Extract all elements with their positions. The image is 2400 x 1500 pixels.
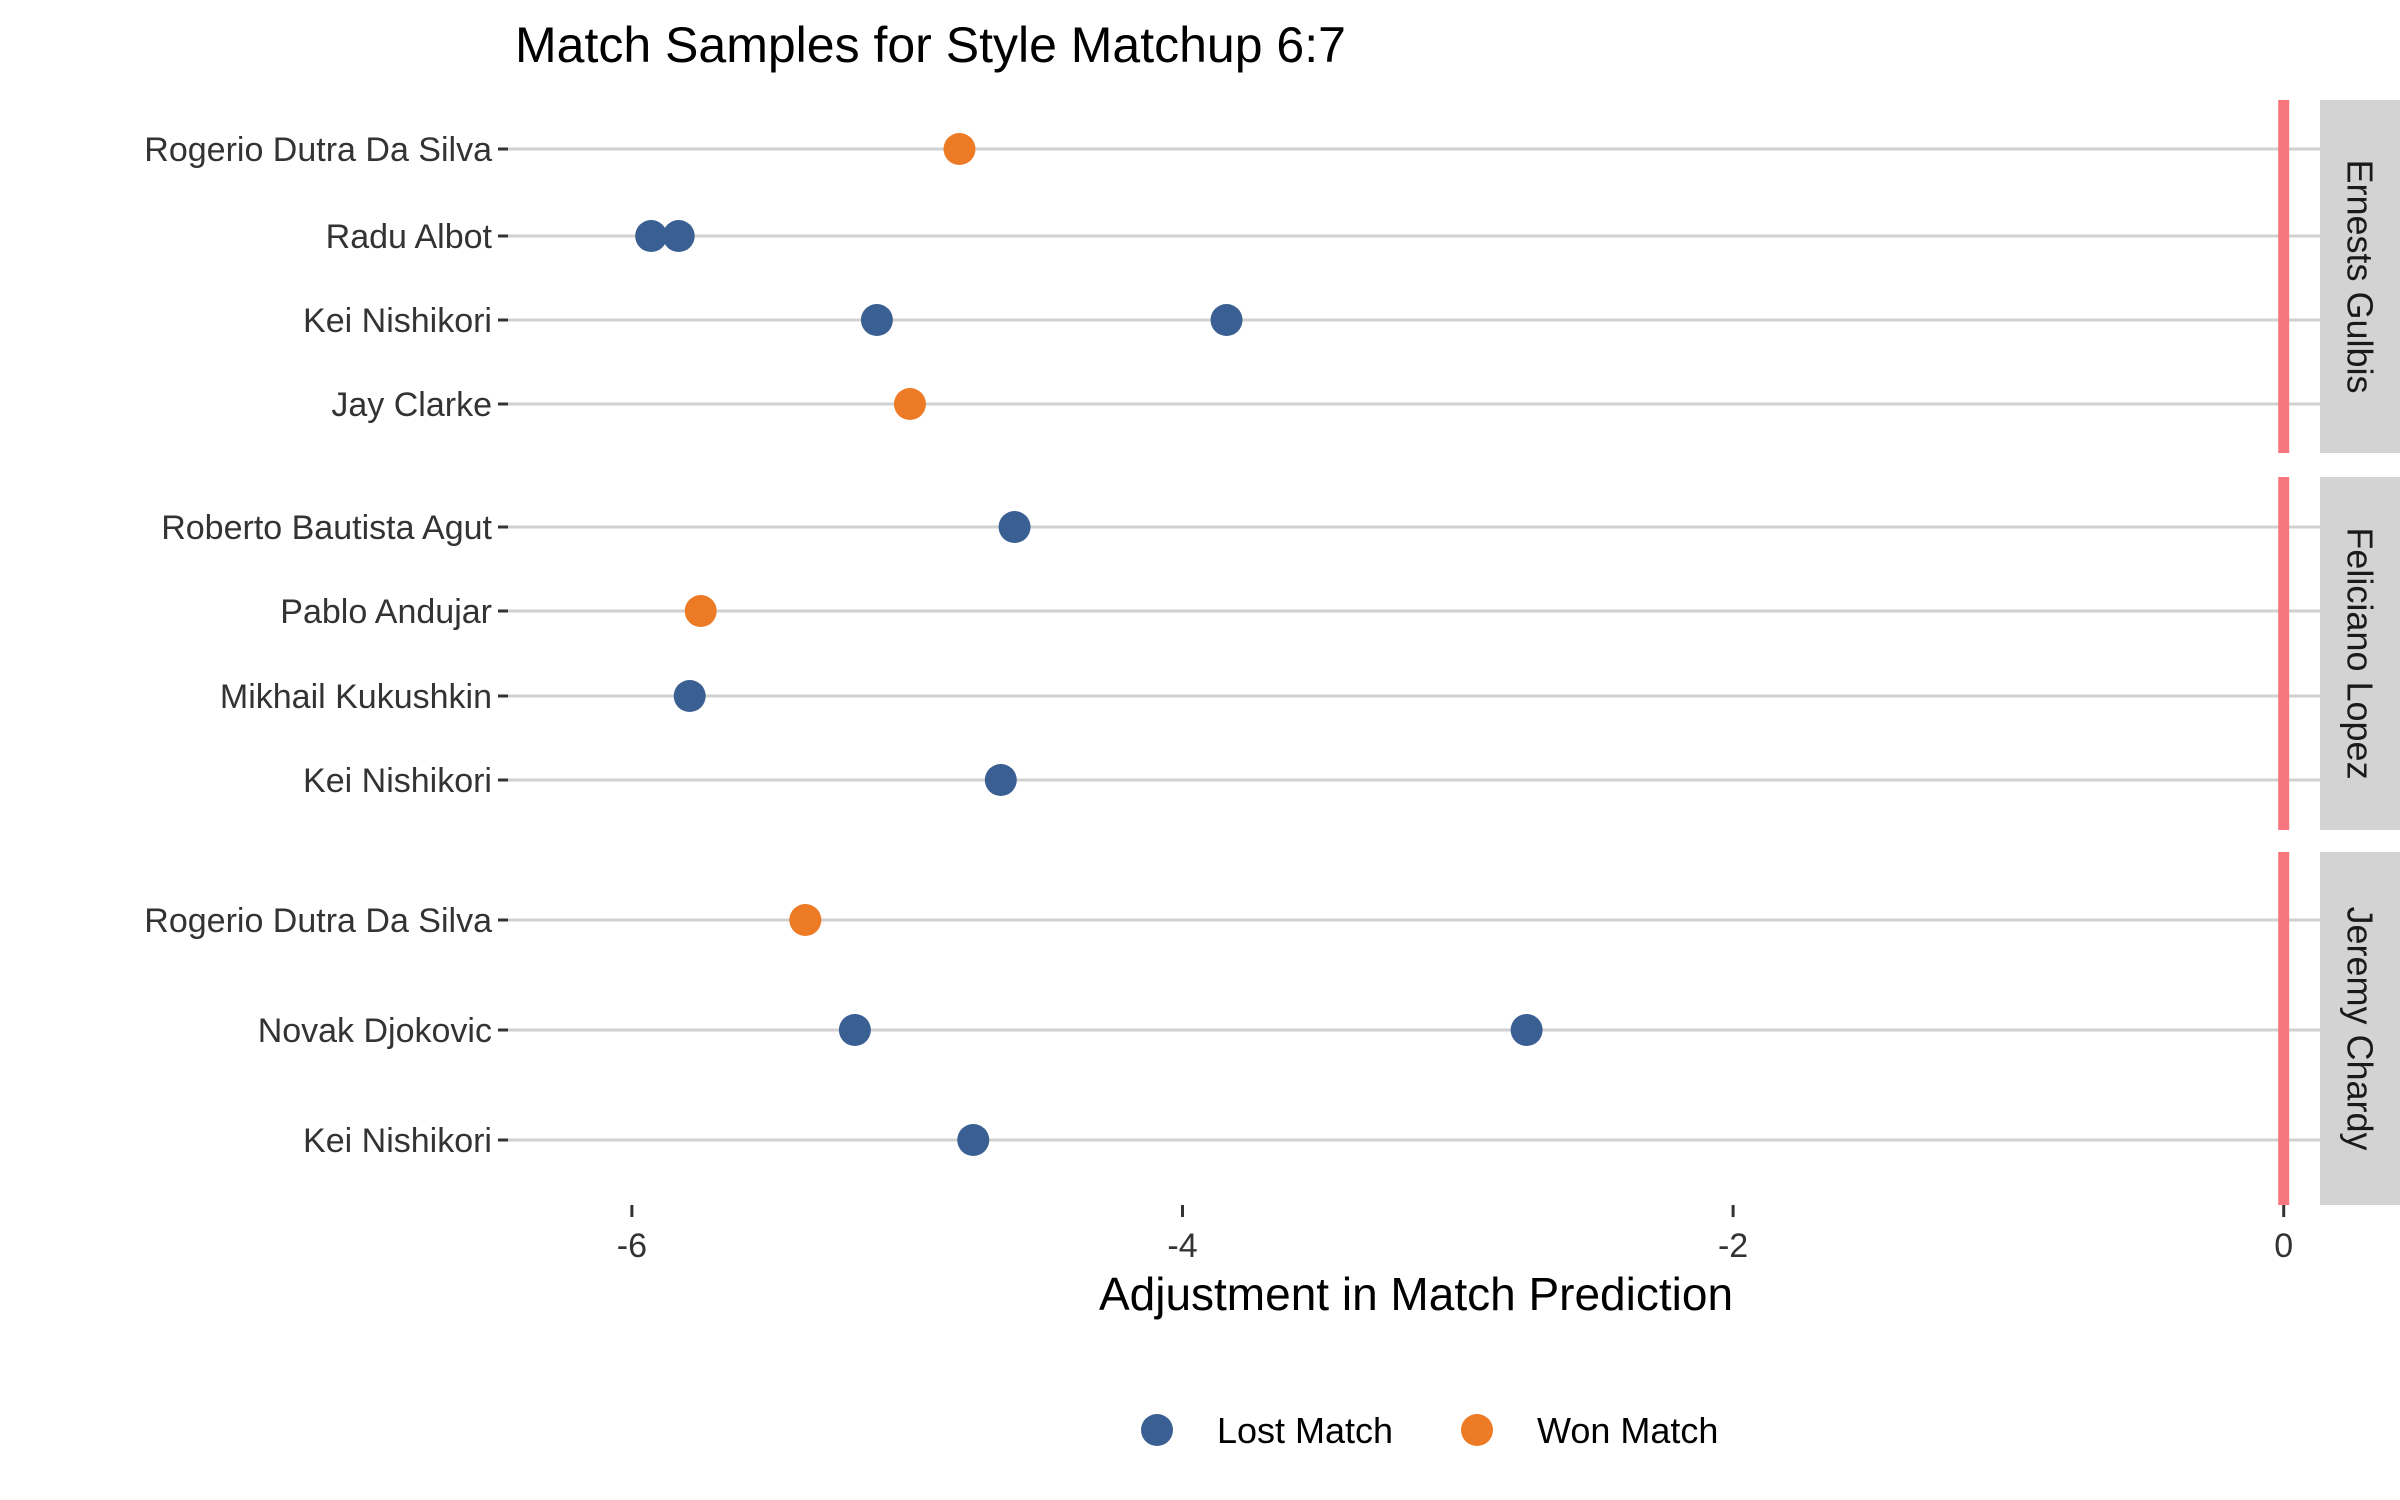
legend-label: Lost Match <box>1217 1410 1393 1451</box>
legend: Lost Match Won Match <box>1141 1410 1718 1451</box>
facet-panels: Rogerio Dutra Da Silva Radu Albot Kei Nish… <box>144 100 2400 1205</box>
y-tick-label: Jay Clarke <box>331 386 492 424</box>
facet-panel: Rogerio Dutra Da Silva Radu Albot Kei Nish… <box>144 100 2400 453</box>
facet-strip <box>2320 100 2400 453</box>
data-point <box>1510 1014 1543 1046</box>
data-point <box>684 595 717 627</box>
y-tick-label: Kei Nishikori <box>303 302 492 340</box>
data-point <box>1210 304 1243 336</box>
y-tick-label: Pablo Andujar <box>280 593 492 631</box>
facet-strip-label: Jeremy Chardy <box>2340 906 2381 1150</box>
data-point <box>943 133 976 165</box>
data-point <box>984 764 1017 796</box>
facet-strip <box>2320 852 2400 1205</box>
data-point <box>998 511 1031 543</box>
data-point <box>662 220 695 252</box>
legend-key <box>1141 1414 1173 1446</box>
x-axis: -6 -4 -2 0 <box>617 1205 2293 1265</box>
y-tick-label: Kei Nishikori <box>303 1122 492 1160</box>
data-point <box>635 220 668 252</box>
y-tick-label: Rogerio Dutra Da Silva <box>144 902 492 940</box>
facet-panel: Rogerio Dutra Da Silva Novak Djokovic Kei … <box>144 852 2400 1205</box>
y-tick-label: Radu Albot <box>326 218 493 256</box>
chart-title: Match Samples for Style Matchup 6:7 <box>515 17 1346 73</box>
data-point <box>789 904 822 936</box>
y-tick-label: Rogerio Dutra Da Silva <box>144 131 492 169</box>
facet-strip <box>2320 477 2400 830</box>
y-tick-label: Roberto Bautista Agut <box>161 509 492 547</box>
x-tick-label: -4 <box>1167 1227 1197 1265</box>
y-tick-label: Novak Djokovic <box>258 1012 492 1050</box>
y-tick-label: Kei Nishikori <box>303 762 492 800</box>
data-point <box>893 388 926 420</box>
data-point <box>860 304 893 336</box>
facet-panel: Roberto Bautista Agut Pablo Andujar Mikhai… <box>161 477 2400 830</box>
facet-strip-label: Ernests Gulbis <box>2340 159 2381 393</box>
data-point <box>957 1124 990 1156</box>
x-axis-title: Adjustment in Match Prediction <box>1099 1268 1733 1320</box>
data-point <box>673 680 706 712</box>
legend-key <box>1461 1414 1493 1446</box>
data-point <box>838 1014 871 1046</box>
legend-label: Won Match <box>1537 1410 1718 1451</box>
x-tick-label: -6 <box>617 1227 647 1265</box>
x-tick-label: 0 <box>2274 1227 2293 1265</box>
x-tick-label: -2 <box>1718 1227 1748 1265</box>
facet-strip-label: Feliciano Lopez <box>2340 527 2381 779</box>
y-tick-label: Mikhail Kukushkin <box>220 678 492 716</box>
